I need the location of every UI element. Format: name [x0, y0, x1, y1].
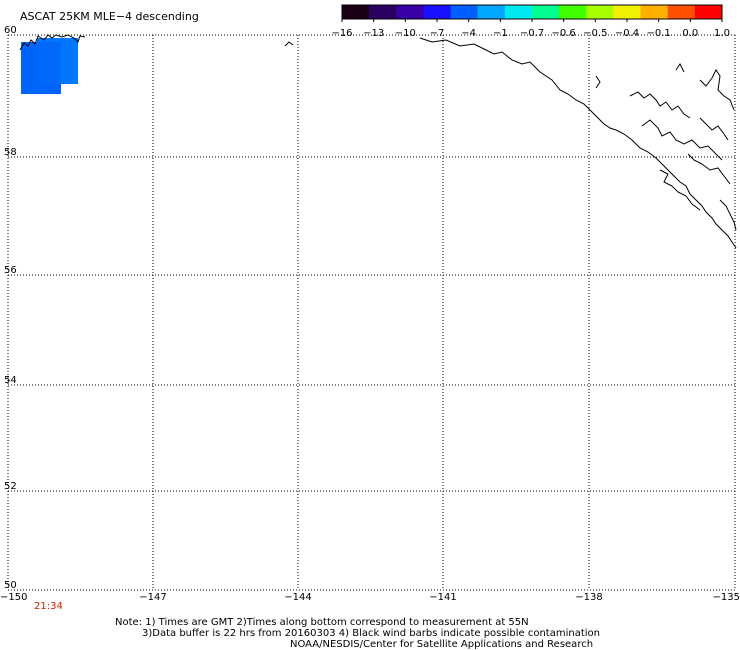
- lat-label: 52: [4, 481, 17, 492]
- colorbar-swatch: [532, 5, 560, 19]
- colorbar-swatch: [504, 5, 533, 19]
- colorbar-tick-label: −4: [461, 28, 476, 39]
- colorbar-swatch: [477, 5, 506, 19]
- colorbar-tick-label: −0.1: [647, 28, 671, 39]
- lon-label: −144: [284, 592, 311, 603]
- time-label: 21:34: [34, 601, 63, 612]
- data-cell: [21, 42, 61, 94]
- lat-label: 50: [4, 580, 17, 591]
- colorbar-swatch: [423, 5, 452, 19]
- lat-label: 58: [4, 147, 17, 158]
- colorbar-tick-label: −13: [363, 28, 384, 39]
- lon-label: −141: [429, 592, 456, 603]
- colorbar: −16 −13 −10 −7 −4 −1 −0.7 −0.6 −0.5 −0.4 −0.1 0.0 1.…: [331, 4, 730, 39]
- coastline: [19, 34, 737, 249]
- colorbar-swatch: [450, 5, 479, 19]
- colorbar-swatch: [396, 5, 424, 19]
- lon-label: −135: [713, 592, 740, 603]
- colorbar-tick-label: −16: [331, 28, 352, 39]
- lon-label: −147: [139, 592, 166, 603]
- map-title: ASCAT 25KM MLE−4 descending: [20, 10, 199, 23]
- colorbar-swatch: [369, 5, 397, 19]
- lon-label: −150: [0, 592, 27, 603]
- colorbar-swatch: [613, 5, 642, 19]
- colorbar-tick-label: −0.4: [615, 28, 639, 39]
- colorbar-tick-label: 0.0: [682, 28, 698, 39]
- wind-data-swath: [21, 38, 78, 94]
- colorbar-tick-label: −0.5: [583, 28, 607, 39]
- colorbar-swatch: [640, 5, 669, 19]
- note-line-2: 3)Data buffer is 22 hrs from 20160303 4)…: [142, 628, 600, 639]
- colorbar-swatch: [559, 5, 587, 19]
- note-line-3: NOAA/NESDIS/Center for Satellite Applica…: [290, 639, 594, 650]
- colorbar-tick-label: −0.6: [552, 28, 576, 39]
- lat-label: 54: [4, 375, 17, 386]
- lat-label: 56: [4, 265, 17, 276]
- colorbar-tick-label: −7: [430, 28, 445, 39]
- colorbar-swatch: [342, 5, 370, 19]
- colorbar-tick-label: −10: [395, 28, 416, 39]
- lat-label: 60: [4, 25, 17, 36]
- colorbar-swatch: [667, 5, 696, 19]
- colorbar-tick-label: 1.0: [714, 28, 730, 39]
- note-line-1: Note: 1) Times are GMT 2)Times along bot…: [115, 617, 529, 628]
- colorbar-swatch: [694, 5, 723, 19]
- graticule: 60 58 56 54 52 50−150 −147 −144 −141 −138 −135 21:3…: [0, 25, 740, 612]
- colorbar-tick-label: −1: [493, 28, 508, 39]
- colorbar-tick-label: −0.7: [520, 28, 544, 39]
- colorbar-swatch: [586, 5, 614, 19]
- lon-label: −138: [575, 592, 602, 603]
